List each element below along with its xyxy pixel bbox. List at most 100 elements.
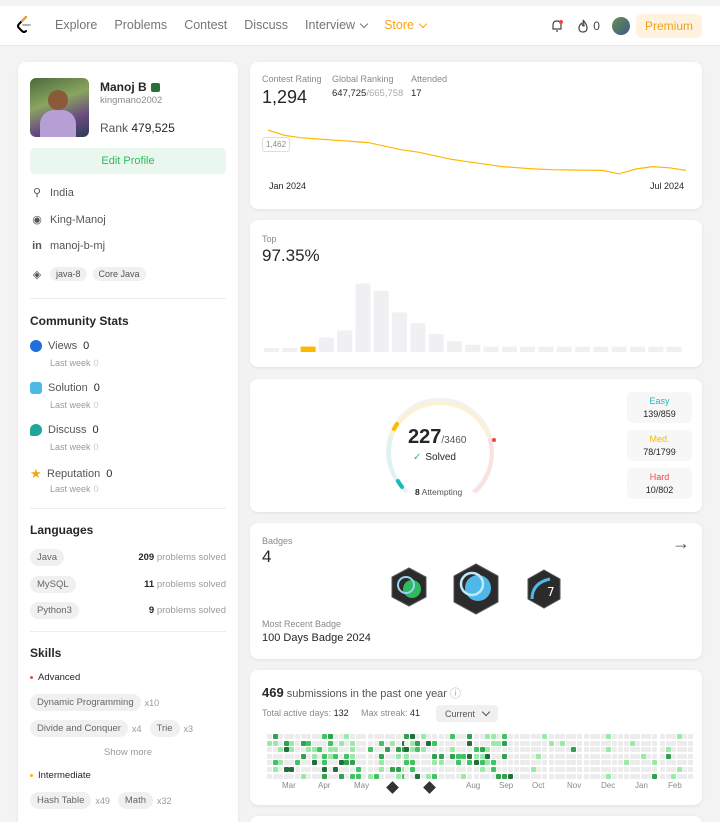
heatmap-cell[interactable] — [629, 767, 635, 772]
heatmap-cell[interactable] — [420, 747, 426, 753]
heatmap-cell[interactable] — [606, 760, 612, 766]
heatmap-cell[interactable] — [317, 753, 323, 759]
heatmap-cell[interactable] — [267, 773, 272, 779]
heatmap-cell[interactable] — [490, 767, 496, 772]
heatmap-cell[interactable] — [420, 740, 426, 746]
heatmap-cell[interactable] — [617, 734, 623, 739]
heatmap-cell[interactable] — [439, 747, 444, 753]
heatmap-cell[interactable] — [455, 773, 461, 779]
heatmap-cell[interactable] — [300, 767, 306, 772]
heatmap-cell[interactable] — [432, 773, 437, 779]
heatmap-cell[interactable] — [682, 767, 688, 772]
heatmap-cell[interactable] — [396, 747, 401, 753]
heatmap-cell[interactable] — [502, 740, 507, 746]
heatmap-cell[interactable] — [577, 747, 582, 753]
heatmap-cell[interactable] — [502, 747, 507, 753]
heatmap-cell[interactable] — [584, 760, 589, 766]
heatmap-cell[interactable] — [461, 753, 467, 759]
easy-stat[interactable]: Easy 139/859 — [627, 392, 692, 423]
heatmap-cell[interactable] — [600, 740, 606, 746]
heatmap-cell[interactable] — [660, 760, 665, 766]
leetcode-logo-icon[interactable] — [16, 16, 32, 34]
heatmap-cell[interactable] — [640, 773, 646, 779]
heatmap-cell[interactable] — [272, 773, 278, 779]
heatmap-cell[interactable] — [368, 753, 373, 759]
heatmap-cell[interactable] — [444, 760, 450, 766]
heatmap-cell[interactable] — [479, 734, 485, 739]
heatmap-cell[interactable] — [485, 747, 491, 753]
heatmap-cell[interactable] — [571, 773, 577, 779]
heatmap-cell[interactable] — [507, 753, 513, 759]
heatmap-cell[interactable] — [306, 760, 312, 766]
heatmap-cell[interactable] — [682, 773, 688, 779]
heatmap-cell[interactable] — [379, 767, 385, 772]
heatmap-cell[interactable] — [507, 740, 513, 746]
heatmap-cell[interactable] — [589, 760, 595, 766]
heatmap-cell[interactable] — [682, 740, 688, 746]
heatmap-cell[interactable] — [317, 747, 323, 753]
heatmap-cell[interactable] — [350, 760, 355, 766]
heatmap-cell[interactable] — [595, 747, 601, 753]
heatmap-cell[interactable] — [676, 734, 682, 739]
heatmap-cell[interactable] — [600, 773, 606, 779]
heatmap-cell[interactable] — [283, 767, 289, 772]
heatmap-cell[interactable] — [542, 753, 547, 759]
heatmap-cell[interactable] — [322, 734, 327, 739]
heatmap-cell[interactable] — [665, 734, 671, 739]
heatmap-cell[interactable] — [507, 734, 513, 739]
heatmap-cell[interactable] — [490, 773, 496, 779]
heatmap-cell[interactable] — [384, 767, 390, 772]
heatmap-cell[interactable] — [525, 747, 531, 753]
heatmap-cell[interactable] — [617, 753, 623, 759]
heatmap-cell[interactable] — [409, 747, 415, 753]
heatmap-cell[interactable] — [479, 767, 485, 772]
heatmap-cell[interactable] — [295, 760, 300, 766]
heatmap-cell[interactable] — [519, 767, 525, 772]
heatmap-cell[interactable] — [361, 773, 367, 779]
heatmap-cell[interactable] — [426, 767, 432, 772]
heatmap-cell[interactable] — [560, 760, 566, 766]
heatmap-cell[interactable] — [606, 753, 612, 759]
heatmap-cell[interactable] — [404, 773, 409, 779]
heatmap-cell[interactable] — [577, 753, 582, 759]
heatmap-cell[interactable] — [384, 760, 390, 766]
heatmap-cell[interactable] — [267, 760, 272, 766]
heatmap-cell[interactable] — [496, 760, 502, 766]
heatmap-cell[interactable] — [415, 747, 421, 753]
heatmap-cell[interactable] — [344, 740, 350, 746]
heatmap-cell[interactable] — [344, 760, 350, 766]
heatmap-cell[interactable] — [646, 734, 652, 739]
heatmap-cell[interactable] — [355, 760, 361, 766]
heatmap-cell[interactable] — [373, 740, 379, 746]
heatmap-cell[interactable] — [467, 760, 472, 766]
heatmap-cell[interactable] — [390, 767, 396, 772]
heatmap-cell[interactable] — [450, 734, 456, 739]
heatmap-cell[interactable] — [652, 773, 657, 779]
heatmap-cell[interactable] — [688, 734, 693, 739]
heatmap-cell[interactable] — [368, 734, 373, 739]
heatmap-cell[interactable] — [474, 760, 479, 766]
heatmap-cell[interactable] — [396, 767, 401, 772]
heatmap-cell[interactable] — [461, 760, 467, 766]
heatmap-cell[interactable] — [507, 747, 513, 753]
heatmap-cell[interactable] — [536, 760, 542, 766]
heatmap-cell[interactable] — [507, 760, 513, 766]
heatmap-cell[interactable] — [467, 767, 472, 772]
heatmap-cell[interactable] — [612, 767, 617, 772]
heatmap-cell[interactable] — [420, 773, 426, 779]
heatmap-cell[interactable] — [300, 734, 306, 739]
heatmap-cell[interactable] — [333, 734, 339, 739]
heatmap-cell[interactable] — [554, 753, 560, 759]
heatmap-cell[interactable] — [519, 760, 525, 766]
heatmap-cell[interactable] — [635, 760, 641, 766]
heatmap-cell[interactable] — [612, 760, 617, 766]
heatmap-cell[interactable] — [272, 760, 278, 766]
heatmap-cell[interactable] — [490, 747, 496, 753]
heatmap-cell[interactable] — [439, 773, 444, 779]
heatmap-cell[interactable] — [525, 734, 531, 739]
heatmap-cell[interactable] — [549, 753, 554, 759]
heatmap-cell[interactable] — [444, 773, 450, 779]
heatmap-cell[interactable] — [390, 747, 396, 753]
heatmap-cell[interactable] — [660, 747, 665, 753]
heatmap-cell[interactable] — [455, 760, 461, 766]
